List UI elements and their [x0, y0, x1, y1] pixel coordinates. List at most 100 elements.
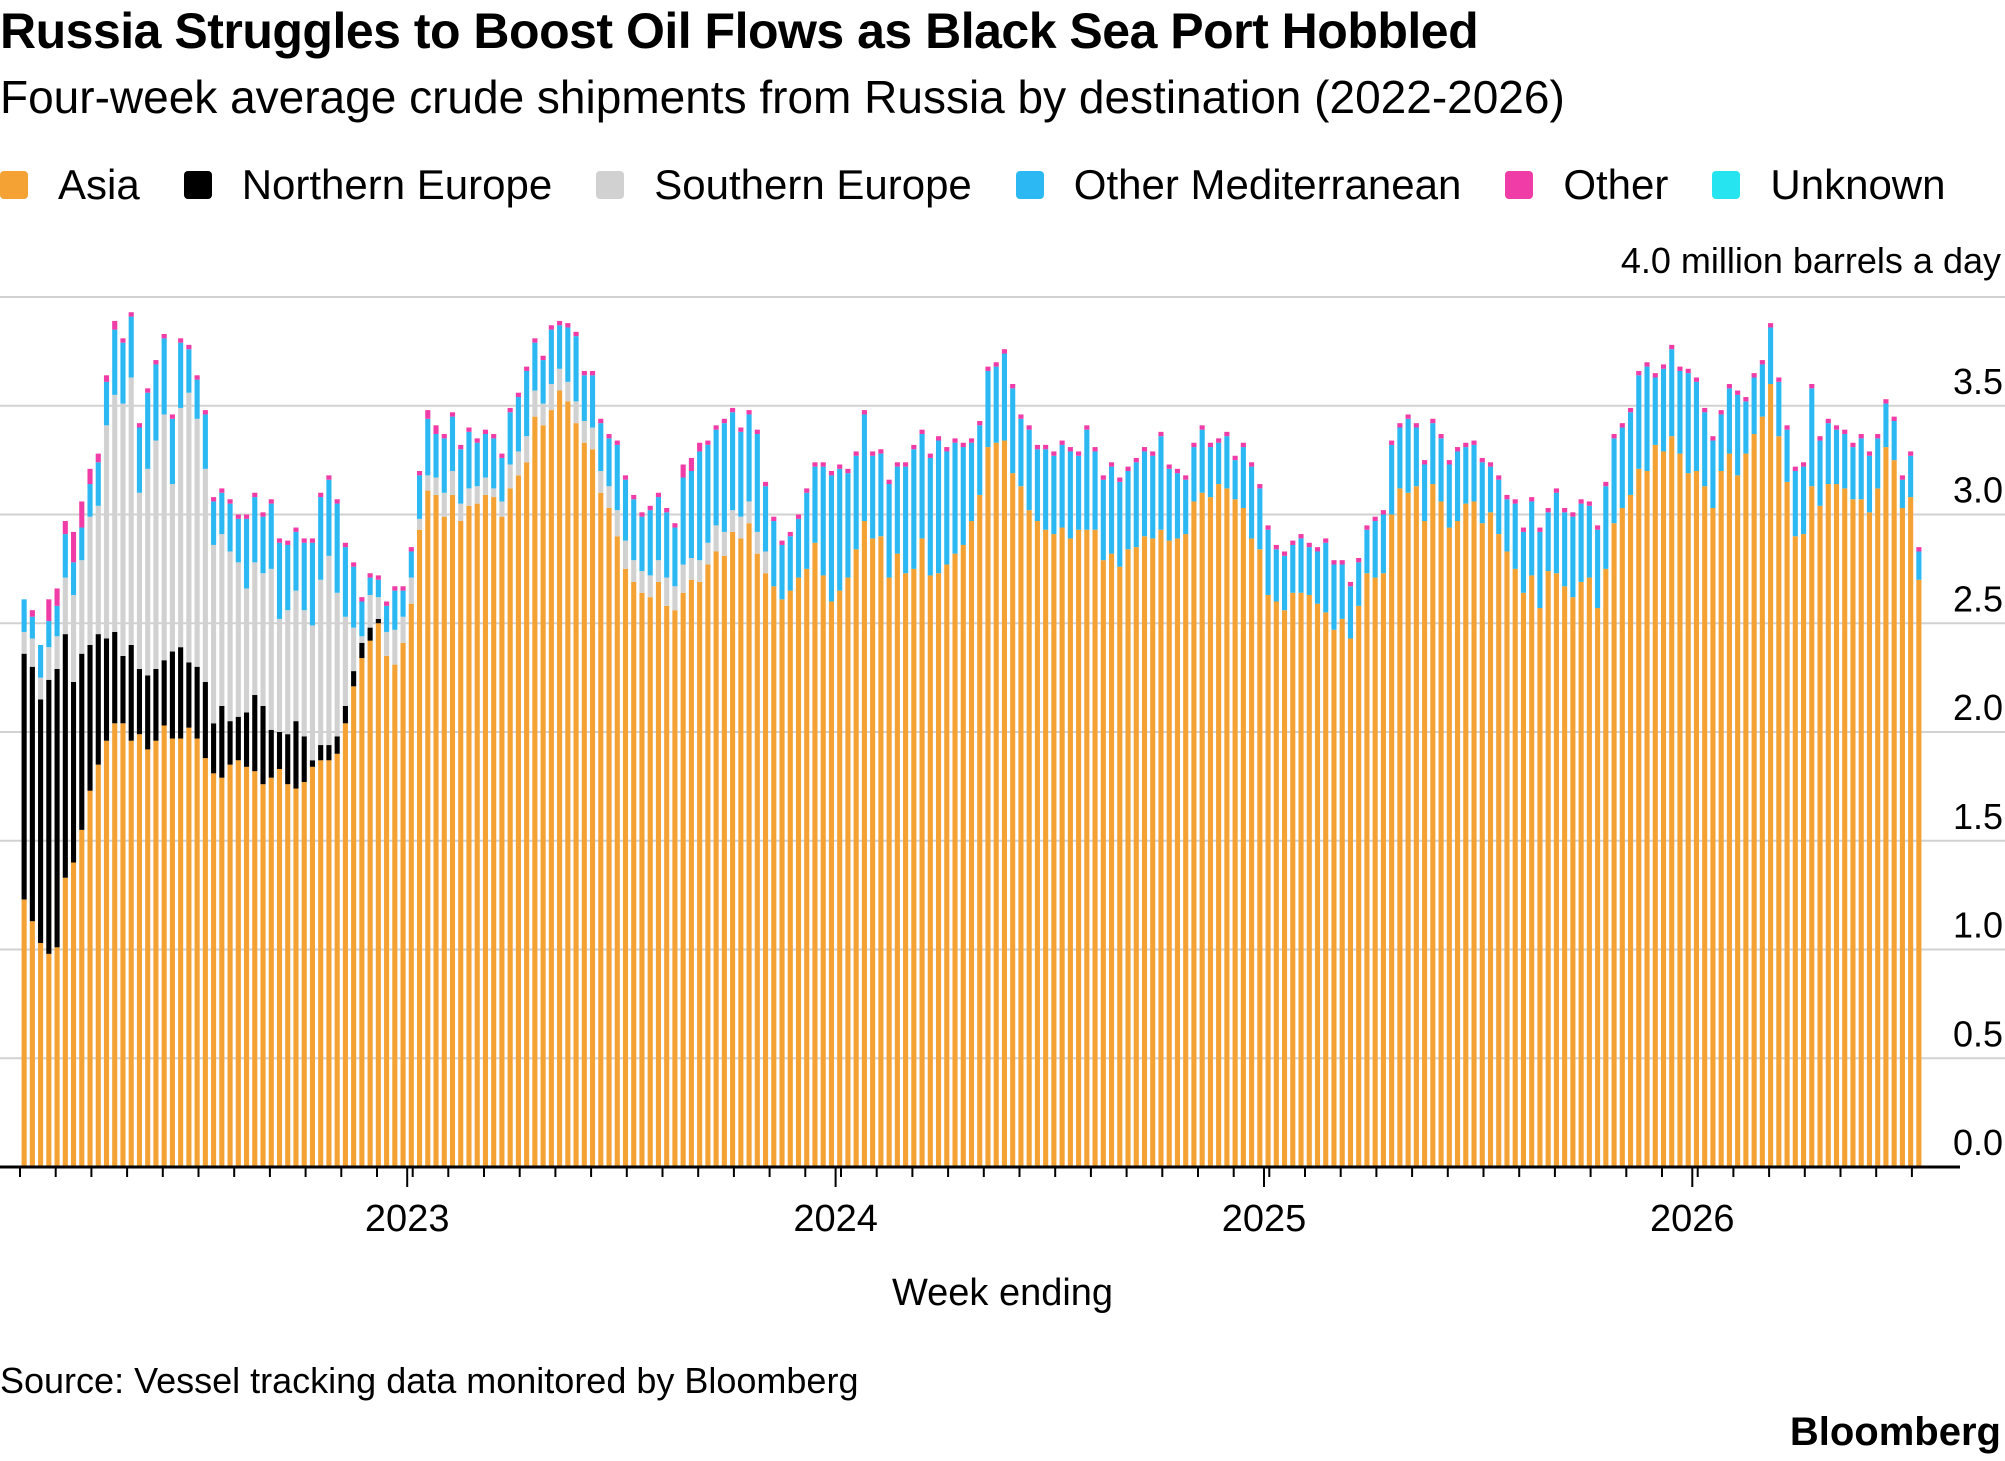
bar-segment-other-mediterranean: [647, 510, 653, 576]
bar-segment-other-mediterranean: [128, 316, 134, 378]
bar-segment-other: [606, 434, 612, 439]
bar-segment-other: [1759, 360, 1765, 365]
bar-segment-other: [845, 468, 851, 474]
bar-stack: [1487, 462, 1494, 1167]
bar-segment-asia: [1026, 510, 1032, 1167]
bar-segment-southern-europe: [589, 427, 596, 450]
bar-segment-other: [103, 375, 110, 382]
bar-segment-northern-europe: [375, 618, 381, 624]
legend-swatch: [183, 171, 212, 199]
bar-segment-asia: [145, 749, 151, 1167]
bar-segment-other: [1866, 451, 1873, 456]
bar-segment-asia: [309, 766, 316, 1167]
bar-segment-other: [1166, 464, 1172, 469]
bar-segment-asia: [1842, 488, 1848, 1167]
bar-segment-asia: [1306, 594, 1312, 1167]
bar-segment-asia: [1249, 538, 1255, 1167]
bar-segment-northern-europe: [342, 705, 348, 724]
bar-segment-other: [384, 601, 390, 606]
bar-segment-other: [754, 429, 760, 435]
bar-segment-other: [672, 523, 678, 528]
bar-stack: [293, 527, 299, 1167]
bar-segment-northern-europe: [136, 668, 143, 735]
bar-stack: [70, 531, 77, 1167]
bar-stack: [787, 531, 793, 1168]
bar-segment-other-mediterranean: [1183, 479, 1189, 535]
bar-segment-other-mediterranean: [1174, 473, 1181, 539]
bar-segment-other-mediterranean: [1216, 442, 1222, 485]
bar-segment-southern-europe: [524, 436, 530, 463]
bar-segment-southern-europe: [392, 629, 398, 665]
bar-segment-other: [870, 451, 876, 456]
bar-segment-asia: [614, 536, 620, 1167]
bar-segment-other-mediterranean: [70, 562, 77, 595]
bar-segment-other-mediterranean: [812, 466, 818, 543]
bar-segment-other: [655, 492, 662, 498]
bar-stack: [795, 514, 802, 1167]
bar-segment-asia: [655, 581, 662, 1167]
bar-segment-other-mediterranean: [589, 375, 596, 428]
bar-segment-other-mediterranean: [1875, 438, 1881, 489]
bar-segment-other: [795, 514, 802, 519]
bar-segment-northern-europe: [62, 634, 68, 878]
bar-segment-asia: [1018, 486, 1024, 1168]
bar-segment-other: [911, 444, 917, 450]
bar-segment-other: [326, 475, 332, 480]
bar-segment-other: [1833, 425, 1840, 430]
bar-stack: [903, 462, 909, 1167]
bar-segment-other: [1627, 407, 1634, 413]
legend: Asia Northern Europe Southern Europe Other …: [0, 160, 1946, 210]
bar-stack: [1702, 407, 1708, 1168]
bar-segment-asia: [1076, 529, 1082, 1167]
bar-segment-northern-europe: [260, 705, 266, 785]
bar-segment-southern-europe: [730, 510, 736, 532]
bar-segment-other: [1380, 510, 1386, 515]
bar-segment-other-mediterranean: [1347, 586, 1354, 639]
bar-stack: [1207, 442, 1213, 1168]
bar-segment-other: [1281, 551, 1288, 556]
bar-segment-other: [1710, 436, 1716, 441]
bar-stack: [161, 333, 167, 1167]
bar-segment-other-mediterranean: [688, 471, 694, 558]
bar-segment-other-mediterranean: [664, 512, 670, 578]
bar-segment-asia: [1875, 488, 1881, 1167]
bar-segment-other-mediterranean: [894, 466, 900, 554]
bar-segment-other: [46, 599, 52, 622]
bar-segment-other-mediterranean: [1627, 412, 1634, 495]
bar-segment-other: [62, 521, 68, 535]
bar-segment-other: [260, 512, 266, 517]
bar-segment-asia: [1578, 581, 1584, 1167]
bar-segment-other: [1084, 425, 1090, 430]
bar-segment-other-mediterranean: [1570, 516, 1576, 598]
y-axis-unit-label: 4.0 million barrels a day: [1620, 240, 2001, 281]
y-tick-label: 3.5: [1953, 361, 2003, 402]
bar-stack: [1809, 384, 1815, 1168]
bar-stack: [664, 507, 670, 1167]
bar-segment-other-mediterranean: [837, 468, 843, 591]
bar-segment-asia: [697, 581, 703, 1167]
bar-segment-asia: [62, 877, 68, 1167]
bar-segment-other: [812, 462, 818, 467]
bar-segment-asia: [1809, 486, 1815, 1168]
bar-segment-asia: [598, 492, 604, 1167]
bar-segment-other: [1059, 440, 1065, 445]
bar-segment-other-mediterranean: [178, 342, 184, 408]
bar-segment-other: [112, 320, 118, 330]
bar-segment-other: [416, 471, 423, 476]
bar-segment-other: [1323, 538, 1329, 543]
bar-segment-asia: [804, 568, 810, 1168]
bar-segment-other: [1207, 442, 1213, 448]
bar-stack: [1553, 488, 1559, 1167]
bar-segment-asia: [672, 610, 678, 1167]
bar-segment-other: [1652, 373, 1658, 378]
bar-segment-asia: [1438, 501, 1444, 1167]
bar-segment-asia: [235, 760, 241, 1167]
bar-segment-asia: [886, 577, 892, 1167]
bar-segment-asia: [1669, 436, 1675, 1167]
bar-segment-other-mediterranean: [524, 370, 530, 437]
bar-segment-other-mediterranean: [878, 453, 884, 537]
bar-segment-southern-europe: [136, 492, 143, 669]
bar-segment-asia: [54, 947, 60, 1168]
bar-segment-other: [178, 338, 184, 343]
